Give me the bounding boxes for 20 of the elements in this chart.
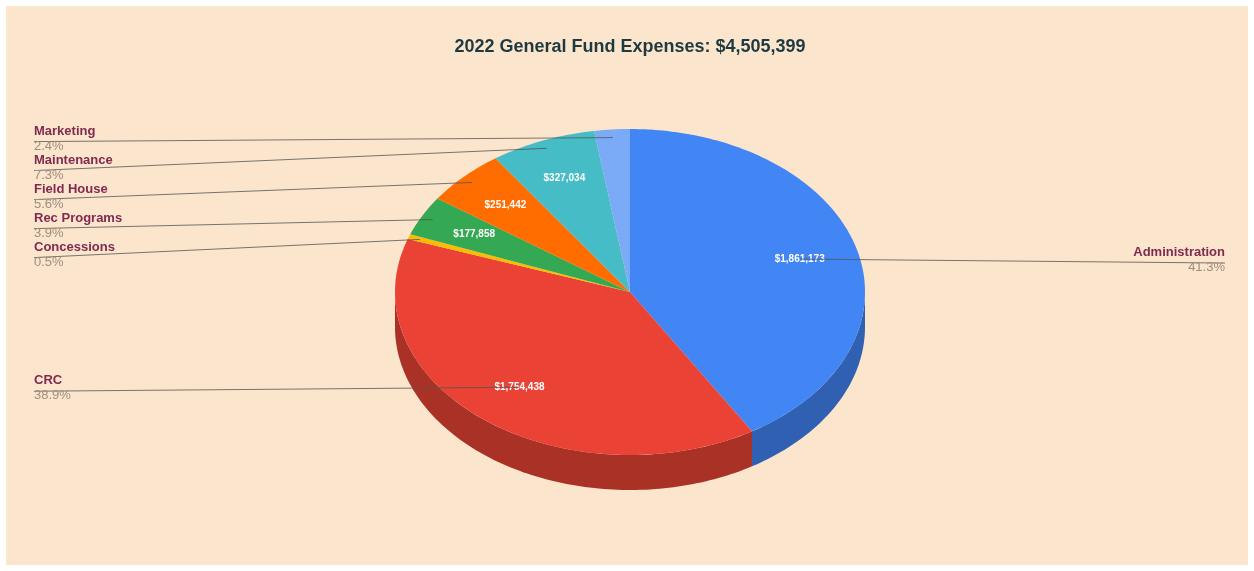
slice-label: Field House bbox=[34, 180, 108, 196]
slice-label: Maintenance bbox=[34, 151, 113, 167]
slice-label: Rec Programs bbox=[34, 209, 123, 225]
text: 0.5% bbox=[34, 253, 65, 269]
text: 41.3% bbox=[1188, 259, 1226, 275]
text: 7.3% bbox=[34, 166, 65, 182]
slice-label: CRC bbox=[34, 372, 63, 388]
text: 3.9% bbox=[34, 224, 65, 240]
text: 5.6% bbox=[34, 195, 65, 211]
text: 38.9% bbox=[34, 387, 72, 403]
data-label: $1,754,438 bbox=[494, 380, 545, 392]
text: 2.4% bbox=[34, 137, 65, 153]
slice-label: Concessions bbox=[34, 238, 115, 254]
slice-label: Marketing bbox=[34, 122, 96, 138]
data-label: $327,034 bbox=[543, 172, 586, 184]
data-label: $1,861,173 bbox=[774, 252, 826, 264]
slice-label: Administration bbox=[1133, 244, 1226, 260]
data-label: $251,442 bbox=[484, 199, 527, 211]
chart-title: 2022 General Fund Expenses: $4,505,399 bbox=[454, 36, 806, 56]
data-label: $177,858 bbox=[453, 228, 496, 240]
